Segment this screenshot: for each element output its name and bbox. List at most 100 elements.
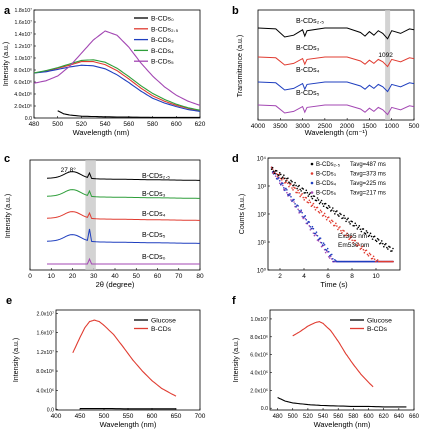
panel-c-x-tick-label: 70 xyxy=(175,273,183,280)
data-point xyxy=(332,220,334,223)
legend-label: B-CDs₀ xyxy=(151,16,174,23)
data-point xyxy=(362,248,365,251)
panel-e-x-tick-label: 450 xyxy=(75,413,86,420)
panel-f-y-tick-label: 1.0x10⁷ xyxy=(251,317,269,323)
data-point xyxy=(321,203,324,205)
data-point xyxy=(346,218,348,221)
panel-f-y-tick-label: 4.0x10⁶ xyxy=(250,371,268,377)
series-line xyxy=(277,397,407,408)
data-point xyxy=(291,180,293,183)
panel-a-x-tick-label: 560 xyxy=(123,121,134,128)
panel-d-x-tick-label: 8 xyxy=(350,273,354,280)
panel-f-x-tick-label: 660 xyxy=(409,414,420,420)
series-line xyxy=(257,27,415,40)
data-point xyxy=(305,197,308,199)
panel-e-y-tick-label: 1.6x10⁷ xyxy=(37,331,55,337)
data-point xyxy=(354,239,357,242)
legend-label: B-CDs₄ xyxy=(316,181,337,187)
data-point xyxy=(309,228,312,231)
data-point xyxy=(328,255,331,257)
data-point xyxy=(352,241,355,244)
panel-label: b xyxy=(232,5,239,17)
legend-tavg: Tavg=217 ms xyxy=(350,191,386,197)
data-point xyxy=(327,250,330,253)
data-point xyxy=(287,182,289,185)
data-point xyxy=(282,184,284,187)
data-point xyxy=(312,227,315,230)
panel-e-y-tick-label: 8.0x10⁶ xyxy=(36,369,54,375)
legend-label: B-CDs₂.₅ xyxy=(151,26,179,33)
panel-e-x-tick-label: 400 xyxy=(51,413,62,420)
series-line xyxy=(292,321,374,388)
series-line xyxy=(33,59,201,111)
legend-tavg: Tavg=373 ms xyxy=(350,172,386,178)
panel-d-y-tick-label: 10³ xyxy=(257,185,266,191)
panel-b-x-tick-label: 2000 xyxy=(340,123,355,130)
panel-b-xlabel: Wavelength (cm⁻¹) xyxy=(305,128,368,137)
data-point xyxy=(384,243,386,246)
data-point xyxy=(380,240,383,242)
data-point xyxy=(353,224,356,227)
data-point xyxy=(300,190,302,192)
data-point xyxy=(320,199,323,202)
series-label: B-CDs₄ xyxy=(142,211,166,218)
panel-e-y-tick-label: 1.2x10⁷ xyxy=(37,350,55,356)
panel-e-x-tick-label: 500 xyxy=(99,413,110,420)
data-point xyxy=(370,235,373,238)
panel-d-y-tick-label: 10² xyxy=(257,213,266,219)
data-point xyxy=(285,180,287,182)
data-point xyxy=(294,181,296,184)
data-point xyxy=(371,257,374,260)
panel-f-y-tick-label: 0.0 xyxy=(261,406,268,412)
data-point xyxy=(310,227,313,230)
data-point xyxy=(302,196,305,199)
data-point xyxy=(275,170,278,172)
data-point xyxy=(282,182,284,185)
panel-c-x-tick-label: 60 xyxy=(154,273,162,280)
data-point xyxy=(311,225,314,228)
data-point xyxy=(389,246,391,248)
data-point xyxy=(340,229,342,232)
panel-b-x-tick-label: 2500 xyxy=(318,123,333,130)
data-point xyxy=(279,183,282,186)
data-point xyxy=(369,253,372,256)
panel-f-xlabel: Wavelength (nm) xyxy=(314,420,371,429)
data-point xyxy=(328,257,331,259)
plot-frame-a xyxy=(33,9,201,119)
panel-f-x-tick-label: 640 xyxy=(394,414,405,420)
data-point xyxy=(309,201,312,204)
series-line xyxy=(257,81,415,93)
data-point xyxy=(349,223,351,225)
legend-label: Glucose xyxy=(367,318,392,325)
panel-f-x-tick-label: 580 xyxy=(348,414,359,420)
panel-f-x-tick-label: 560 xyxy=(333,414,344,420)
data-point xyxy=(344,217,346,219)
data-point xyxy=(336,225,338,227)
panel-a-y-tick-label: 1.8x10⁷ xyxy=(15,8,33,14)
panel-f-x-tick-label: 500 xyxy=(288,414,299,420)
series-label: B-CDs₅ xyxy=(142,232,166,239)
series-line xyxy=(46,228,200,244)
panel-c-x-tick-label: 10 xyxy=(48,273,56,280)
data-point xyxy=(313,234,316,237)
series-label: B-CDs₃ xyxy=(142,191,166,198)
panel-f-y-tick-label: 2.0x10⁶ xyxy=(250,388,268,394)
panel-d-y-tick-label: 10⁰ xyxy=(257,268,267,275)
data-point xyxy=(304,217,307,220)
legend-label: B-CDs₂.₅ xyxy=(316,162,341,168)
data-point xyxy=(298,192,300,194)
panel-d-xlabel: Time (s) xyxy=(320,280,348,289)
data-point xyxy=(276,175,279,178)
panel-f-x-tick-label: 540 xyxy=(318,414,329,420)
data-point xyxy=(297,185,299,188)
data-point xyxy=(348,221,350,223)
data-point xyxy=(337,214,339,216)
data-point xyxy=(323,212,326,215)
panel-c-ylabel: Intensity (a.u.) xyxy=(5,194,12,238)
data-point xyxy=(364,232,367,235)
data-point xyxy=(376,259,379,261)
data-point xyxy=(321,244,324,246)
panel-a-xlabel: Wavelength (nm) xyxy=(73,128,130,137)
series-label: B-CDs₂.₅ xyxy=(142,173,170,180)
data-point xyxy=(284,189,286,192)
